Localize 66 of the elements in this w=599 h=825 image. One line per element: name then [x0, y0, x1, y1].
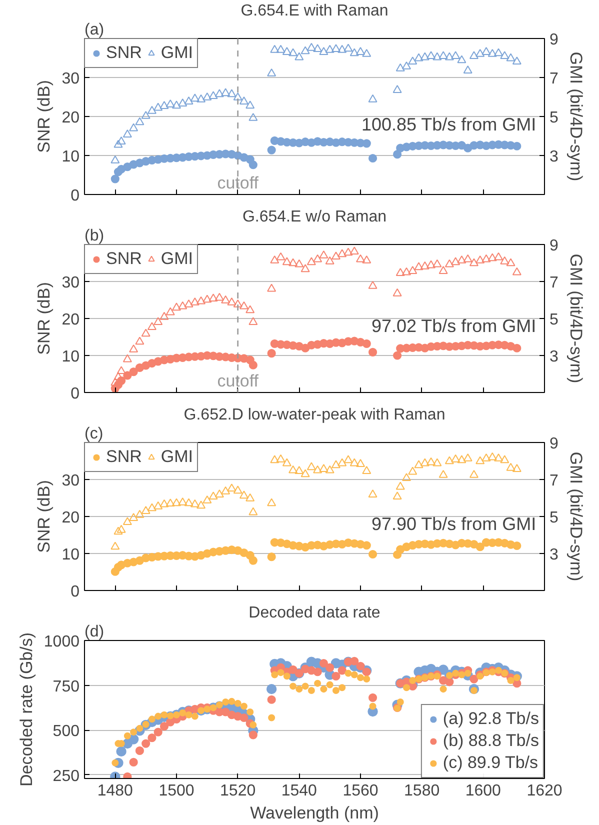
y-tick-label: 30	[62, 472, 80, 490]
legend-label: (b) 88.8 Tb/s	[442, 731, 539, 751]
y2-tick-label: 7	[550, 274, 558, 292]
x-tick-label: 1500	[158, 782, 194, 800]
y2-axis-title: GMI (bit/4D-sym)	[566, 452, 586, 582]
text: (d)	[84, 624, 104, 640]
y-tick-label: 750	[52, 678, 80, 696]
legend-label: GMI	[160, 43, 194, 63]
y-tick-label: 20	[62, 312, 80, 328]
y-tick-label: 1000	[44, 634, 80, 650]
y2-tick-label: 3	[550, 148, 558, 166]
y-tick-label: 0	[70, 188, 80, 204]
y2-tick-label: 3	[550, 546, 558, 564]
y2-axis-title: GMI (bit/4D-sym)	[566, 254, 586, 384]
x-tick-label: 1560	[342, 782, 378, 800]
x-tick-label: 1620	[526, 782, 562, 800]
y2-tick-label: 5	[550, 110, 558, 126]
y-axis-title: Decoded rate (Gb/s)	[16, 632, 36, 787]
y2-tick-label: 9	[550, 436, 558, 452]
y2-tick-label: 5	[550, 312, 558, 328]
y-tick-label: 0	[70, 584, 80, 600]
y-tick-label: 500	[52, 723, 80, 740]
annotation: (c)	[84, 426, 104, 442]
y2-tick-label: 3	[550, 348, 558, 366]
y-axis-title: SNR (dB)	[34, 80, 54, 153]
y-tick-label: 250	[52, 768, 80, 785]
annotation: (b)	[84, 228, 104, 244]
chart-title: Decoded data rate	[248, 604, 380, 622]
x-axis-title: Wavelength (nm)	[250, 804, 379, 822]
y-tick-label: 20	[62, 510, 80, 526]
chart-title: G.654.E with Raman	[240, 2, 388, 20]
chart-title: G.654.E w/o Raman	[242, 208, 387, 226]
legend-label: SNR	[106, 43, 142, 63]
legend-label: SNR	[106, 447, 142, 467]
x-tick-label: 1540	[281, 782, 318, 800]
y2-tick-label: 9	[550, 32, 558, 48]
y2-axis-title: GMI (bit/4D-sym)	[566, 52, 586, 182]
annotation: 97.90 Tb/s from GMI	[371, 514, 536, 534]
y-tick-label: 30	[62, 274, 80, 292]
x-tick-label: 1600	[465, 782, 502, 800]
legend-label: (c) 89.9 Tb/s	[442, 753, 538, 773]
y2-tick-label: 7	[550, 472, 558, 490]
y2-tick-label: 5	[550, 510, 558, 526]
legend-label: SNR	[106, 249, 142, 269]
x-tick-label: 1580	[404, 782, 440, 800]
x-tick-label: 1520	[220, 782, 256, 800]
y-tick-label: 0	[70, 386, 80, 402]
chart-title: G.652.D low-water-peak with Raman	[184, 406, 446, 424]
y-tick-label: 10	[62, 148, 80, 166]
y-tick-label: 10	[62, 348, 80, 366]
y-tick-label: 10	[62, 546, 80, 564]
y2-tick-label: 9	[550, 238, 558, 254]
y-tick-label: 30	[62, 70, 80, 88]
legend-label: GMI	[160, 249, 194, 269]
ref-line-label: cutoff	[217, 372, 259, 390]
annotation: 100.85 Tb/s from GMI	[361, 114, 536, 134]
annotation: (a)	[84, 22, 104, 38]
x-tick-label: 1480	[97, 782, 134, 800]
ref-line-label: cutoff	[217, 174, 259, 192]
y2-tick-label: 7	[550, 70, 558, 88]
legend-label: GMI	[160, 447, 194, 467]
y-axis-title: SNR (dB)	[34, 282, 54, 355]
annotation: 97.02 Tb/s from GMI	[371, 316, 536, 336]
y-axis-title: SNR (dB)	[34, 480, 54, 553]
y-tick-label: 20	[62, 110, 80, 126]
legend-label: (a) 92.8 Tb/s	[442, 709, 539, 729]
